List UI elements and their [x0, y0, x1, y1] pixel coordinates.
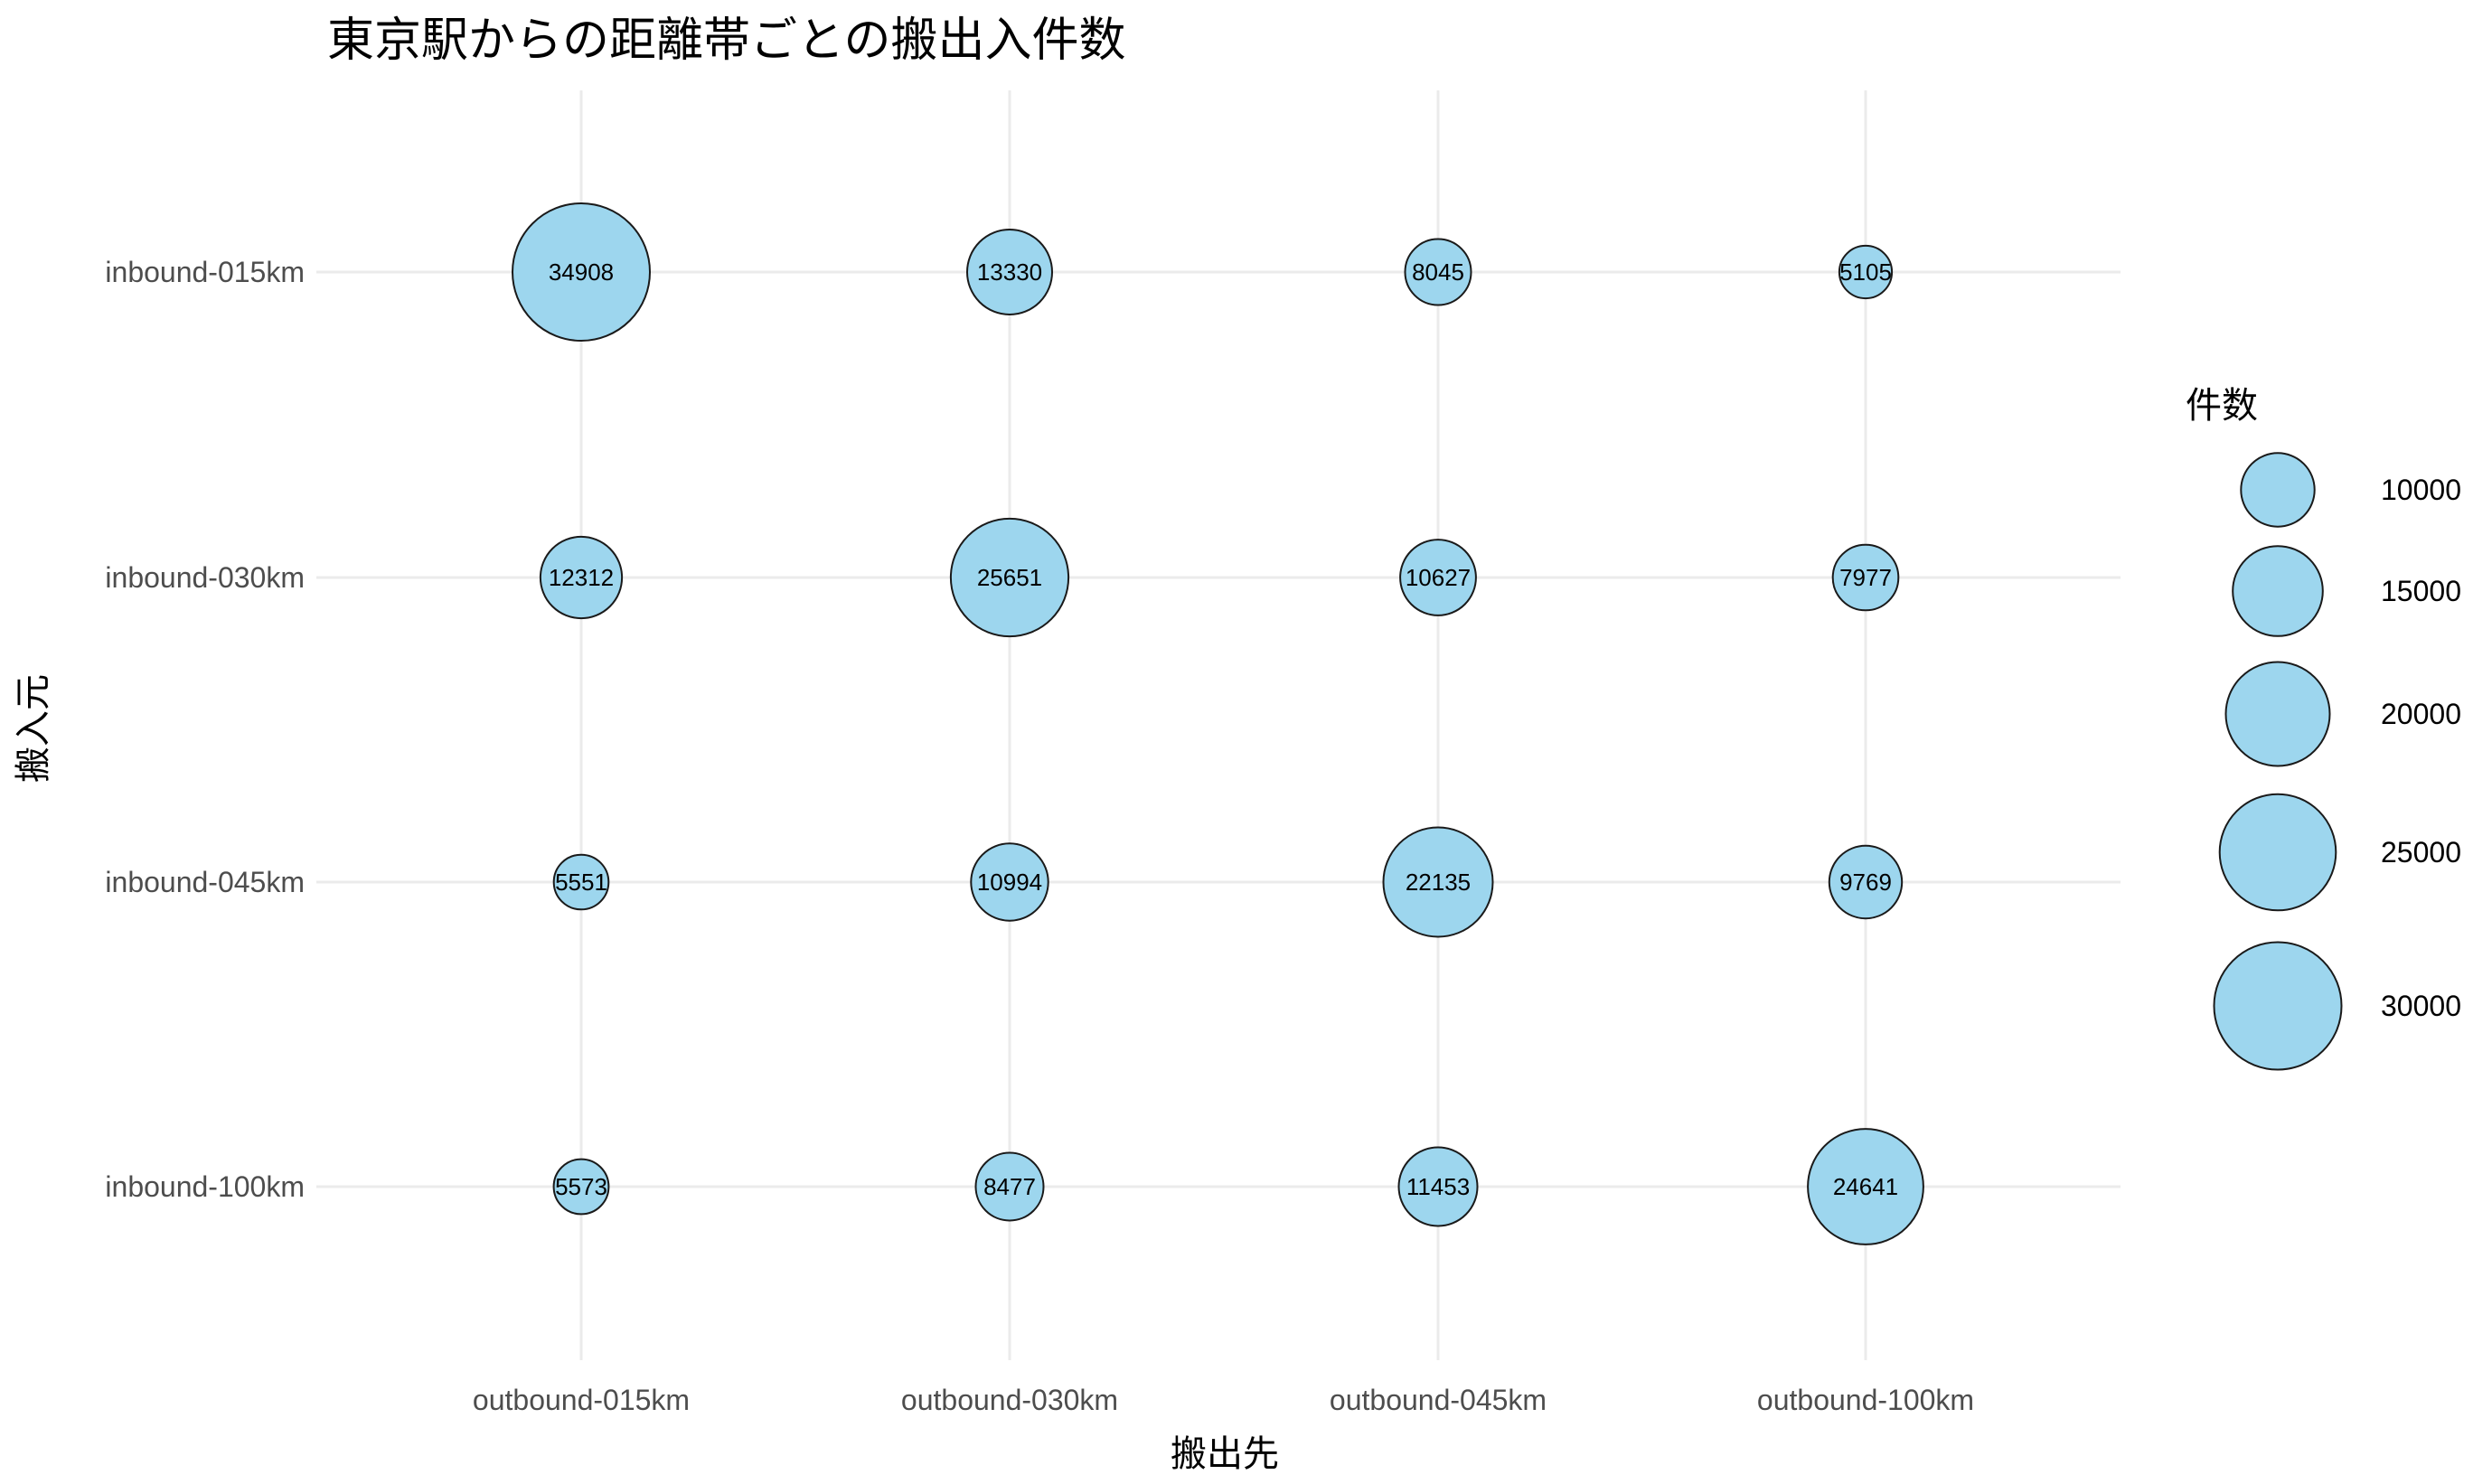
- legend-key-bubble-30000: [2213, 941, 2343, 1071]
- bubble-inbound-045km-outbound-045km: [1382, 826, 1494, 938]
- bubble-value-label-inbound-030km-outbound-015km: 12312: [549, 564, 614, 591]
- bubble-value-label-inbound-100km-outbound-030km: 8477: [983, 1173, 1036, 1200]
- bubble-inbound-045km-outbound-030km: [970, 842, 1049, 922]
- bubble-inbound-015km-outbound-100km: [1838, 244, 1894, 300]
- bubble-value-label-inbound-100km-outbound-015km: 5573: [555, 1173, 607, 1200]
- chart-title: 東京駅からの距離帯ごとの搬出入件数: [327, 14, 1125, 68]
- legend-key-label-30000: 30000: [2381, 990, 2461, 1022]
- bubble-inbound-015km-outbound-015km: [512, 202, 651, 342]
- bubble-value-label-inbound-015km-outbound-045km: 8045: [1412, 258, 1464, 286]
- legend-key-bubble-15000: [2232, 545, 2324, 637]
- legend-key-label-10000: 10000: [2381, 474, 2461, 506]
- bubble-value-label-inbound-015km-outbound-030km: 13330: [977, 258, 1042, 286]
- bubble-value-label-inbound-030km-outbound-100km: 7977: [1839, 564, 1892, 591]
- bubble-value-label-inbound-045km-outbound-100km: 9769: [1839, 869, 1892, 896]
- bubbles: 34908 13330 8045 5105 12312 25651 10627 7977 555…: [512, 202, 1924, 1245]
- bubble-value-label-inbound-100km-outbound-045km: 11453: [1406, 1173, 1470, 1200]
- y-tick-label-inbound-045km: inbound-045km: [105, 866, 305, 898]
- bubble-value-label-inbound-015km-outbound-015km: 34908: [549, 258, 614, 286]
- y-tick-label-inbound-030km: inbound-030km: [105, 561, 305, 594]
- bubble-inbound-100km-outbound-045km: [1397, 1146, 1479, 1227]
- bubble-inbound-030km-outbound-015km: [539, 535, 624, 620]
- legend-key-bubble-20000: [2224, 661, 2331, 767]
- bubble-inbound-015km-outbound-030km: [966, 229, 1053, 315]
- x-tick-label-outbound-045km: outbound-045km: [1330, 1384, 1547, 1416]
- size-legend: 件数 10000 15000 20000 25000 30000: [2186, 385, 2461, 1071]
- x-axis-title: 搬出先: [1171, 1433, 1279, 1475]
- bubble-inbound-015km-outbound-045km: [1404, 238, 1472, 306]
- bubble-inbound-100km-outbound-030km: [974, 1151, 1045, 1222]
- y-tick-label-inbound-015km: inbound-015km: [105, 256, 305, 288]
- bubble-inbound-030km-outbound-100km: [1831, 543, 1900, 612]
- x-tick-label-outbound-100km: outbound-100km: [1757, 1384, 1974, 1416]
- bubble-inbound-030km-outbound-030km: [949, 517, 1070, 638]
- bubble-value-label-inbound-045km-outbound-030km: 10994: [977, 869, 1042, 896]
- bubble-value-label-inbound-030km-outbound-045km: 10627: [1406, 564, 1471, 591]
- bubble-value-label-inbound-045km-outbound-015km: 5551: [555, 869, 607, 896]
- x-axis-ticks: outbound-015km outbound-030km outbound-045…: [473, 1384, 1974, 1416]
- legend-key-bubble-10000: [2240, 452, 2316, 528]
- bubble-inbound-030km-outbound-045km: [1399, 539, 1477, 616]
- bubble-value-label-inbound-030km-outbound-030km: 25651: [977, 564, 1042, 591]
- y-tick-label-inbound-100km: inbound-100km: [105, 1170, 305, 1203]
- bubble-inbound-045km-outbound-015km: [552, 853, 610, 911]
- legend-key-bubble-25000: [2218, 793, 2337, 912]
- legend-key-label-20000: 20000: [2381, 698, 2461, 730]
- bubble-value-label-inbound-100km-outbound-100km: 24641: [1833, 1173, 1898, 1200]
- legend-items: 10000 15000 20000 25000 30000: [2213, 452, 2461, 1071]
- legend-key-label-15000: 15000: [2381, 575, 2461, 607]
- bubble-value-label-inbound-015km-outbound-100km: 5105: [1839, 258, 1892, 286]
- bubble-value-label-inbound-045km-outbound-045km: 22135: [1406, 869, 1471, 896]
- bubble-inbound-100km-outbound-015km: [552, 1158, 610, 1216]
- y-axis-ticks: inbound-015km inbound-030km inbound-045km i…: [105, 256, 305, 1203]
- bubble-inbound-100km-outbound-100km: [1807, 1128, 1924, 1245]
- x-tick-label-outbound-030km: outbound-030km: [901, 1384, 1118, 1416]
- x-tick-label-outbound-015km: outbound-015km: [473, 1384, 690, 1416]
- bubble-inbound-045km-outbound-100km: [1828, 844, 1904, 920]
- legend-title: 件数: [2186, 385, 2258, 427]
- legend-key-label-25000: 25000: [2381, 836, 2461, 869]
- y-axis-title: 搬入元: [13, 674, 54, 783]
